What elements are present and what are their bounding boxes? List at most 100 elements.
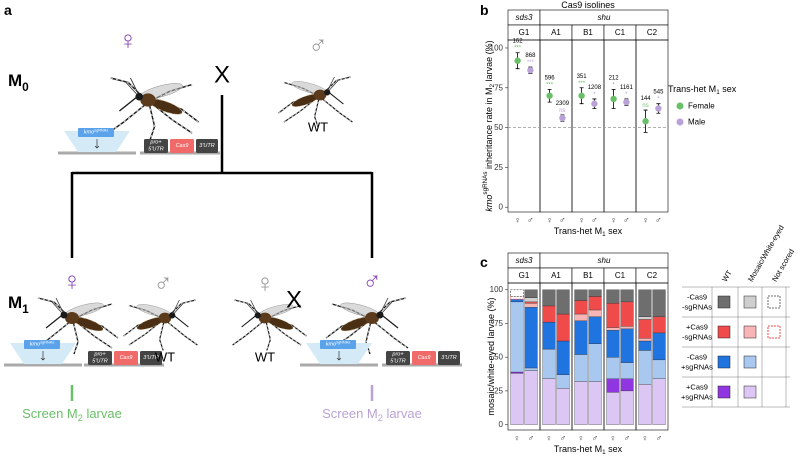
mosquito-leg <box>232 320 265 346</box>
kmo-cassette <box>320 340 356 349</box>
construct-label-part: pro+ <box>149 140 162 146</box>
legend-title-part: Trans-het M <box>668 84 716 94</box>
bar-segment <box>652 332 666 361</box>
mosquito-leg-band <box>148 103 155 140</box>
mosquito <box>123 299 198 351</box>
mosquito <box>325 297 409 355</box>
sample-size: 1161 <box>620 85 634 91</box>
x-tick-label: ♂ <box>623 215 630 225</box>
mosquito-leg <box>148 103 156 140</box>
mosquito-antenna <box>246 299 258 314</box>
construct-label-part: kmo <box>30 342 40 348</box>
sample-size: 1208 <box>588 85 602 91</box>
legend-title-part: 1 <box>716 89 720 96</box>
data-point <box>642 118 649 125</box>
construct-label-part: kmo <box>84 130 94 136</box>
x-axis-label: Trans-het M1 sex <box>554 226 623 238</box>
mosquito-thorax <box>365 312 379 324</box>
screen-label: Screen M2 larvae <box>322 406 422 424</box>
bar-segment <box>574 381 588 425</box>
construct-box <box>196 139 218 153</box>
kmo-cassette <box>78 128 114 137</box>
mosquito-leg <box>372 320 409 349</box>
panel-label: a <box>4 2 12 18</box>
strain-label: WT <box>155 350 175 365</box>
bar-segment <box>524 303 538 308</box>
construct-label-part: sgRNAs <box>40 341 54 345</box>
x-tick-label: ♀ <box>514 215 521 225</box>
panel-label: b <box>480 2 489 18</box>
bar-segment <box>638 340 652 351</box>
category-label: C2 <box>647 271 658 280</box>
construct-label: pro+ <box>149 140 162 146</box>
bar-segment <box>524 297 538 303</box>
screen-label-part: larvae <box>383 406 422 421</box>
facet-panel <box>635 282 669 431</box>
bar-segment <box>620 378 634 392</box>
mosquito-thorax <box>258 312 272 324</box>
x-axis-label-part: sex <box>606 444 623 454</box>
bar-segment <box>620 328 634 363</box>
legend-marker <box>676 118 684 126</box>
significance: * <box>612 82 615 88</box>
data-point <box>610 95 617 103</box>
legend-row-label: +Cas9 <box>686 323 708 332</box>
kmo-cassette <box>24 340 60 349</box>
bar-segment <box>606 378 620 393</box>
x-tick-label: ♀ <box>514 433 521 443</box>
bar-segment <box>510 371 524 374</box>
mosquito-antenna <box>51 297 64 314</box>
sample-size: 2309 <box>556 101 570 107</box>
category-label: G1 <box>519 271 530 280</box>
mosquito-head <box>60 311 68 319</box>
generation-label-part: M <box>8 293 22 312</box>
mosquito-leg-band <box>159 320 165 351</box>
y-tick-label: 0 <box>499 420 504 429</box>
panel-label: c <box>480 254 488 270</box>
bar-segment <box>524 289 538 298</box>
construct-label-part: Cas9 <box>120 355 133 361</box>
bar-segment <box>638 350 652 385</box>
bar-segment <box>606 330 620 358</box>
bar-segment <box>524 367 538 371</box>
data-point <box>559 114 566 122</box>
mosquito-leg-band <box>365 320 372 355</box>
construct-label: 5'UTR <box>92 359 107 365</box>
construct-label-part: 3'UTR <box>441 355 456 361</box>
facet-panel <box>571 39 605 213</box>
facet-panel <box>539 39 573 213</box>
generation-label: M1 <box>8 293 29 317</box>
construct-label: 3'UTR <box>199 143 214 149</box>
x-tick-label: ♂ <box>527 215 534 225</box>
category-label: B1 <box>583 271 593 280</box>
mosquito-abdomen <box>265 316 294 330</box>
data-point <box>546 92 553 99</box>
category-label: C2 <box>647 28 658 37</box>
legend-swatch <box>743 325 757 339</box>
bar-segment <box>588 296 602 311</box>
construct-label: 5'UTR <box>390 359 405 365</box>
x-tick-label: ♂ <box>591 215 598 225</box>
bar-segment <box>638 338 652 342</box>
mosquito-head <box>376 311 384 319</box>
strain-label: WT <box>308 120 328 135</box>
bar-segment <box>556 340 570 375</box>
bar-segment <box>510 301 524 373</box>
mosquito-leg <box>158 320 165 351</box>
sample-size: 868 <box>525 53 536 59</box>
x-axis-label-part: Trans-het M <box>554 444 602 454</box>
x-tick-label: ♀ <box>578 433 585 443</box>
bar-segment <box>652 289 666 317</box>
significance: *** <box>546 82 554 88</box>
bar-segment <box>620 289 634 303</box>
construct-label-part: Cas9 <box>176 143 189 149</box>
bar-segment <box>542 289 556 307</box>
sex-symbol: ♀ <box>62 266 82 296</box>
mosquito-head <box>324 89 331 96</box>
legend-swatch <box>767 295 781 309</box>
mosquito-proboscis <box>241 315 256 328</box>
bar-segment <box>606 357 620 379</box>
bar-segment <box>524 301 538 304</box>
mosquito-leg-band <box>319 76 351 98</box>
bar-segment <box>638 316 652 320</box>
